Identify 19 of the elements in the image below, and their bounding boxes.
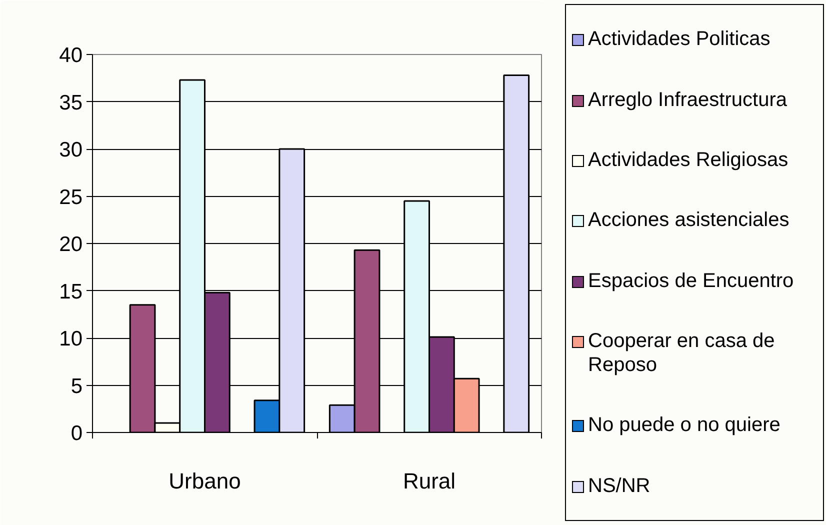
legend-label: Actividades Religiosas	[588, 148, 788, 172]
y-tick-label: 10	[59, 328, 82, 350]
y-tick-label: 15	[59, 280, 82, 304]
y-tick-label: 25	[59, 186, 82, 209]
y-tick-label: 5	[70, 374, 83, 398]
y-tick-label: 20	[59, 233, 82, 256]
legend-label: Actividades Politicas	[588, 27, 770, 52]
x-tick-label: Urbano	[168, 468, 241, 494]
y-tick-label: 35	[59, 91, 82, 114]
y-tick-label: 30	[59, 138, 82, 162]
legend-label: Cooperar en casa de Reposo	[588, 329, 776, 378]
legend-label: No puede o no quiere	[588, 413, 780, 438]
legend-label: Acciones asistenciales	[588, 208, 790, 232]
legend-label: NS/NR	[588, 474, 650, 498]
y-tick-label: 0	[70, 422, 83, 445]
legend-label: Arreglo Infraestructura	[588, 88, 787, 112]
y-tick-label: 40	[59, 44, 82, 67]
legend-label: Espacios de Encuentro	[588, 268, 794, 293]
x-tick-label: Rural	[402, 468, 456, 494]
